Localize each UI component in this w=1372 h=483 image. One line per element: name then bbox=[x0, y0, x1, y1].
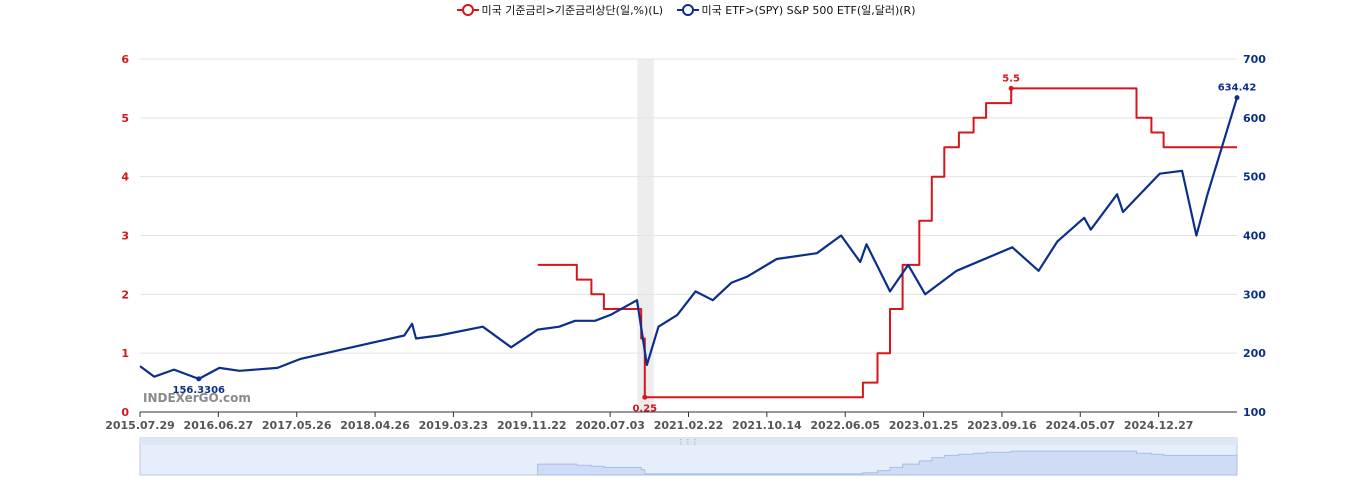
legend: 미국 기준금리>기준금리상단(일,%)(L) 미국 ETF>(SPY) S&P … bbox=[0, 2, 1372, 19]
x-tick-label: 2017.05.26 bbox=[262, 419, 332, 432]
series-lines bbox=[139, 87, 1239, 399]
y-right-tick-label: 600 bbox=[1243, 112, 1266, 125]
legend-marker-circle-icon bbox=[676, 4, 699, 16]
x-tick-label: 2023.01.25 bbox=[889, 419, 959, 432]
y-left-tick-label: 4 bbox=[121, 171, 129, 184]
legend-marker-circle-icon bbox=[456, 4, 479, 16]
navigator[interactable]: ⋮⋮⋮ bbox=[139, 437, 1238, 476]
navigator-grip-icon[interactable]: ⋮⋮⋮ bbox=[678, 438, 699, 446]
x-tick-label: 2024.05.07 bbox=[1045, 419, 1115, 432]
x-tick-label: 2024.12.27 bbox=[1124, 419, 1194, 432]
y-axis-left: 0 1 2 3 4 5 6 bbox=[121, 53, 129, 419]
y-right-tick-label: 200 bbox=[1243, 347, 1266, 360]
navigator-scrollbar[interactable] bbox=[140, 438, 1237, 445]
x-tick-label: 2021.02.22 bbox=[654, 419, 724, 432]
x-tick-label: 2023.09.16 bbox=[967, 419, 1037, 432]
grid-lines bbox=[140, 58, 1237, 354]
x-tick-label: 2015.07.29 bbox=[105, 419, 175, 432]
y-right-tick-label: 500 bbox=[1243, 171, 1266, 184]
watermark: INDEXerGO.com bbox=[143, 391, 251, 405]
x-tick-label: 2019.11.22 bbox=[497, 419, 567, 432]
x-tick-label: 2020.07.03 bbox=[575, 419, 645, 432]
y-left-tick-label: 6 bbox=[121, 53, 129, 66]
annotation-point bbox=[1234, 95, 1240, 101]
legend-item-fed-rate[interactable]: 미국 기준금리>기준금리상단(일,%)(L) bbox=[456, 2, 664, 18]
annotation-label: 5.5 bbox=[1002, 73, 1020, 84]
y-left-tick-label: 2 bbox=[121, 288, 129, 301]
legend-label-spy: 미국 ETF>(SPY) S&P 500 ETF(일,달러)(R) bbox=[701, 4, 916, 17]
navigator-series-area bbox=[537, 450, 1238, 476]
y-left-tick-label: 1 bbox=[121, 347, 129, 360]
annotation-point bbox=[642, 394, 648, 400]
y-right-tick-label: 400 bbox=[1243, 230, 1266, 243]
annotation-label: 634.42 bbox=[1218, 83, 1257, 94]
y-right-tick-label: 100 bbox=[1243, 406, 1266, 419]
legend-item-spy[interactable]: 미국 ETF>(SPY) S&P 500 ETF(일,달러)(R) bbox=[676, 2, 916, 18]
y-axis-right: 100 200 300 400 500 600 700 bbox=[1243, 53, 1266, 419]
x-tick-label: 2021.10.14 bbox=[732, 419, 802, 432]
x-tick-label: 2018.04.26 bbox=[340, 419, 410, 432]
x-axis: 2015.07.29 2016.06.27 2017.05.26 2018.04.26… bbox=[105, 412, 1193, 432]
annotation-label: 156.3306 bbox=[173, 385, 226, 396]
y-left-tick-label: 3 bbox=[121, 230, 129, 243]
y-right-tick-label: 300 bbox=[1243, 288, 1266, 301]
spy-price-line bbox=[139, 97, 1239, 380]
annotation-point bbox=[1008, 85, 1014, 91]
y-left-tick-label: 0 bbox=[121, 406, 129, 419]
x-tick-label: 2022.06.05 bbox=[810, 419, 880, 432]
x-tick-label: 2016.06.27 bbox=[184, 419, 254, 432]
annotation-point bbox=[196, 376, 202, 382]
y-left-tick-label: 5 bbox=[121, 112, 129, 125]
annotations: 5.5 0.25 634.42 156.3306 bbox=[173, 73, 1257, 414]
annotation-label: 0.25 bbox=[632, 403, 657, 414]
legend-label-fed-rate: 미국 기준금리>기준금리상단(일,%)(L) bbox=[481, 4, 664, 17]
x-tick-label: 2019.03.23 bbox=[419, 419, 489, 432]
y-right-tick-label: 700 bbox=[1243, 53, 1266, 66]
